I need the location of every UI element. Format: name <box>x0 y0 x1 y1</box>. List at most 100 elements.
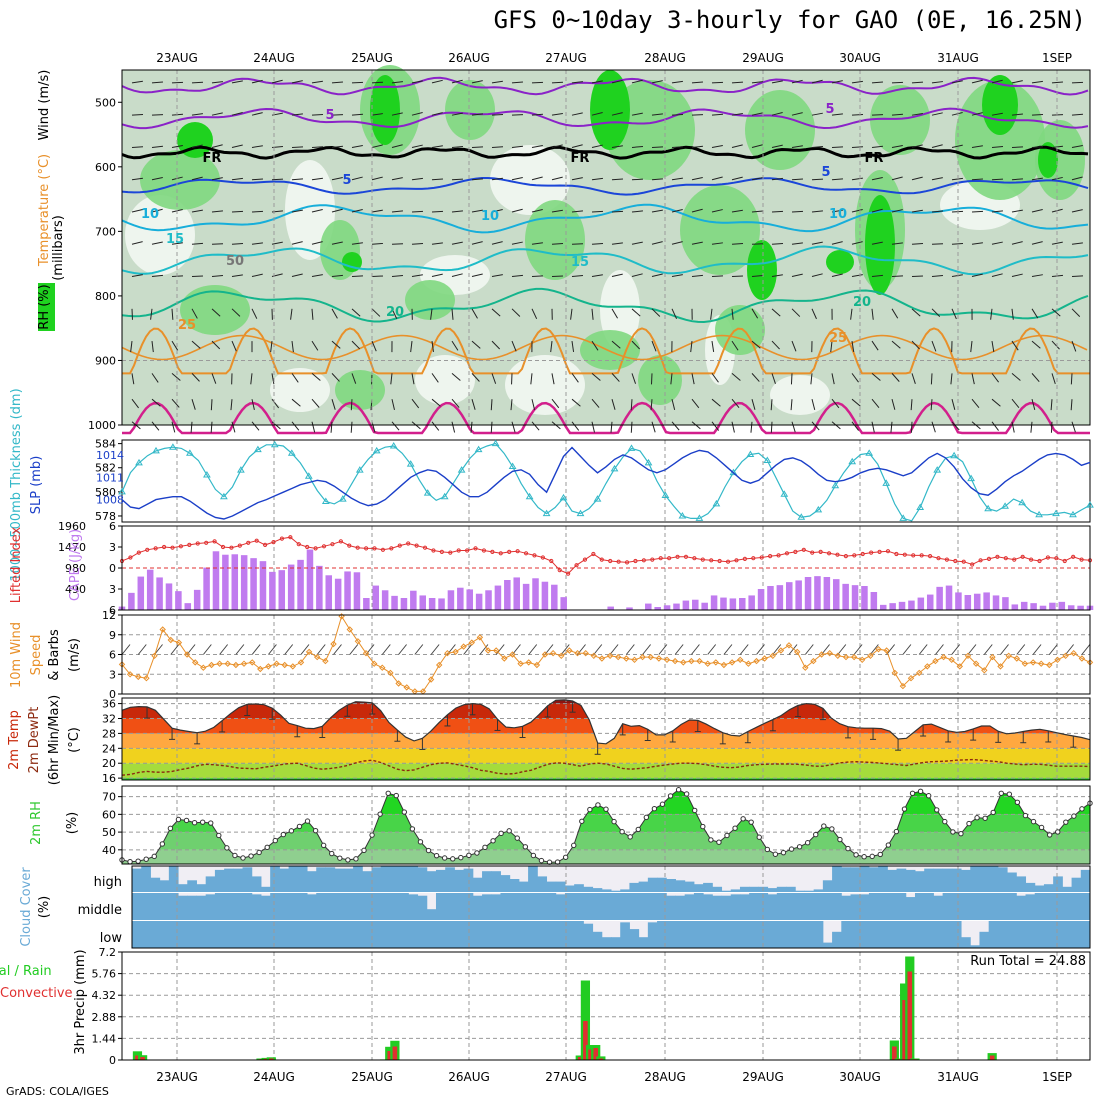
cloud-cell-middle <box>509 893 520 920</box>
cloud-cell-high <box>380 866 391 892</box>
wind-barb <box>311 308 314 320</box>
li-marker <box>591 551 596 557</box>
wind-barb <box>711 398 721 407</box>
wind-barb <box>231 274 243 278</box>
rh2m-marker <box>441 855 448 861</box>
rh2m-marker <box>667 793 674 799</box>
wind-barb <box>771 144 783 148</box>
wind-barb <box>911 209 923 213</box>
cape-bar <box>457 587 464 610</box>
wind-barb <box>871 241 883 245</box>
rh-moist-area-0 <box>140 150 220 210</box>
li-marker <box>624 560 630 565</box>
wind-barb <box>831 80 843 84</box>
wind-barb <box>531 308 538 319</box>
thickness-marker <box>440 492 449 500</box>
cloud-cell-high <box>1071 877 1082 892</box>
wind-barb <box>351 340 361 350</box>
li-marker <box>431 548 436 553</box>
p5-frame <box>121 697 1091 781</box>
wind-barb <box>371 308 381 317</box>
cloud-cell-middle <box>914 893 925 920</box>
wind-barb <box>571 144 583 148</box>
wind-barb <box>631 112 643 116</box>
wind-barb <box>631 308 641 317</box>
rh2m-marker <box>272 837 278 844</box>
rh2m-marker <box>151 853 157 860</box>
precip-convective-bar <box>989 1055 995 1060</box>
cloud-cell-high <box>638 881 649 892</box>
cloud-cell-middle <box>979 893 990 920</box>
rh2m-marker <box>748 819 754 825</box>
li-marker <box>860 551 865 557</box>
wind-barb <box>1030 421 1033 433</box>
rh2m-marker <box>199 819 206 825</box>
rh2m-marker <box>611 818 617 825</box>
wind-speed-marker <box>468 639 476 646</box>
surface-wind-barb <box>137 644 147 655</box>
wind-barb <box>731 275 744 278</box>
li-marker <box>145 547 150 552</box>
p2-frame <box>121 439 1091 523</box>
cloud-cell-middle <box>187 895 197 920</box>
wind-barb <box>531 176 543 181</box>
wind-barb <box>511 208 523 213</box>
li-marker <box>700 557 705 562</box>
wind-barb <box>871 398 880 409</box>
wind-barb <box>670 373 673 385</box>
cloud-cell-high <box>675 880 686 892</box>
wind-speed-marker <box>1054 656 1061 664</box>
cloud-cell-middle <box>426 909 437 920</box>
surface-wind-barb <box>268 644 277 655</box>
cloud-cell-high <box>141 866 151 892</box>
cloud-cell-middle <box>224 893 234 920</box>
wind-speed-marker <box>671 657 679 665</box>
wind-barb <box>711 113 724 116</box>
wind-barb <box>691 373 695 385</box>
surface-wind-barb <box>788 644 798 655</box>
wind-barb <box>651 241 663 245</box>
rh2m-marker <box>538 857 545 864</box>
cloud-cell-high <box>408 866 419 892</box>
wind-barb <box>731 308 734 320</box>
contour-label-rh-16: 50 <box>226 254 244 269</box>
wind-barb <box>1071 144 1083 148</box>
cape-bar <box>259 561 267 610</box>
wind-barb <box>291 146 304 148</box>
li-marker <box>153 546 158 551</box>
surface-wind-barb <box>967 644 977 655</box>
p3-right-tick-2: 1470 <box>58 541 86 554</box>
wind-barb <box>571 398 581 407</box>
wind-barb <box>711 242 723 245</box>
p6-ytick-label-2: 60 <box>102 808 116 821</box>
p2-ytick-label-3: 584 <box>95 438 116 451</box>
rh2m-marker <box>950 829 956 835</box>
wind-speed-marker <box>720 661 728 669</box>
cloud-cell-middle <box>620 893 630 920</box>
wind-barb <box>551 275 564 278</box>
cloud-cell-middle <box>168 893 179 920</box>
cloud-cell-low <box>786 921 796 948</box>
cloud-cell-low <box>205 921 216 948</box>
wind-barb <box>551 242 564 245</box>
wind-barb <box>431 145 443 148</box>
wind-barb <box>491 209 503 213</box>
cloud-cell-high <box>786 886 796 892</box>
surface-wind-barb <box>804 644 814 655</box>
li-marker <box>1062 558 1067 564</box>
thickness-marker <box>372 446 381 454</box>
p7-frame <box>131 865 1091 949</box>
li-marker <box>1003 556 1008 561</box>
cloud-cell-middle <box>859 894 870 920</box>
wind-speed-marker <box>598 655 606 662</box>
precip-convective-bar <box>263 1058 269 1060</box>
wind-barb <box>451 398 460 408</box>
wind-barb <box>471 80 483 84</box>
cloud-cell-low <box>150 921 161 948</box>
li-marker <box>195 541 200 546</box>
wind-barb <box>1011 146 1024 148</box>
wind-barb <box>211 373 217 384</box>
rh2m-marker <box>490 838 496 844</box>
cape-bar <box>438 598 445 610</box>
wind-barb <box>231 421 236 433</box>
